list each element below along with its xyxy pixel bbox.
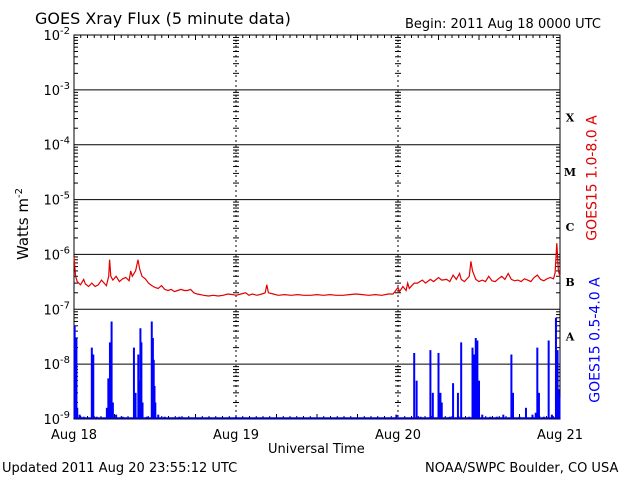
- flare-class-label: M: [564, 166, 576, 179]
- y-tick-exponent: -5: [60, 191, 70, 202]
- legend-series-blue-label: GOES15 0.5-4.0 A: [587, 277, 604, 403]
- begin-label: Begin: 2011 Aug 18 0000 UTC: [405, 17, 601, 32]
- y-tick-exponent: -2: [60, 26, 70, 37]
- flare-class-label: A: [565, 331, 575, 344]
- x-tick-label: Aug 21: [537, 428, 583, 443]
- legend-series-blue: GOES15 0.5-4.0 A: [587, 273, 605, 408]
- x-tick-label: Aug 20: [375, 428, 421, 443]
- plot-frame: [73, 34, 561, 420]
- y-tick-exponent: -9: [60, 410, 70, 421]
- y-tick-label: 10-2: [43, 26, 70, 44]
- y-tick-exponent: -3: [60, 81, 70, 92]
- flare-class-label: X: [566, 111, 575, 124]
- flare-class-label: C: [566, 221, 575, 234]
- y-tick-label: 10-4: [43, 136, 70, 154]
- y-tick-label: 10-6: [43, 245, 70, 263]
- y-tick-base: 10: [43, 84, 60, 99]
- legend-series-red-label: GOES15 1.0-8.0 A: [584, 115, 601, 241]
- x-tick-label: Aug 19: [213, 428, 259, 443]
- y-tick-exponent: -7: [60, 300, 70, 311]
- y-tick-label: 10-9: [43, 410, 70, 428]
- y-tick-base: 10: [43, 29, 60, 44]
- y-tick-base: 10: [43, 194, 60, 209]
- y-tick-label: 10-5: [43, 191, 70, 209]
- footer-updated: Updated 2011 Aug 20 23:55:12 UTC: [2, 461, 238, 476]
- footer-source: NOAA/SWPC Boulder, CO USA: [425, 461, 619, 476]
- x-axis-label: Universal Time: [268, 442, 365, 457]
- y-tick-base: 10: [43, 248, 60, 263]
- y-tick-base: 10: [43, 413, 60, 428]
- y-tick-label: 10-7: [43, 300, 70, 318]
- flare-class-label: B: [565, 276, 574, 289]
- y-tick-label: 10-8: [43, 355, 70, 373]
- series-line-red: [73, 243, 561, 297]
- y-tick-exponent: -4: [60, 136, 70, 147]
- y-tick-label: 10-3: [43, 81, 70, 99]
- y-axis-label-sup: -2: [14, 188, 25, 198]
- y-tick-base: 10: [43, 303, 60, 318]
- y-tick-exponent: -6: [60, 245, 70, 256]
- y-axis-label: Watts m-2: [12, 174, 32, 274]
- y-tick-base: 10: [43, 358, 60, 373]
- y-axis-label-main: Watts m: [14, 197, 32, 261]
- x-tick-label: Aug 18: [51, 428, 97, 443]
- chart-title: GOES Xray Flux (5 minute data): [35, 9, 291, 28]
- y-tick-base: 10: [43, 139, 60, 154]
- legend-series-red: GOES15 1.0-8.0 A: [584, 106, 602, 251]
- y-tick-exponent: -8: [60, 355, 70, 366]
